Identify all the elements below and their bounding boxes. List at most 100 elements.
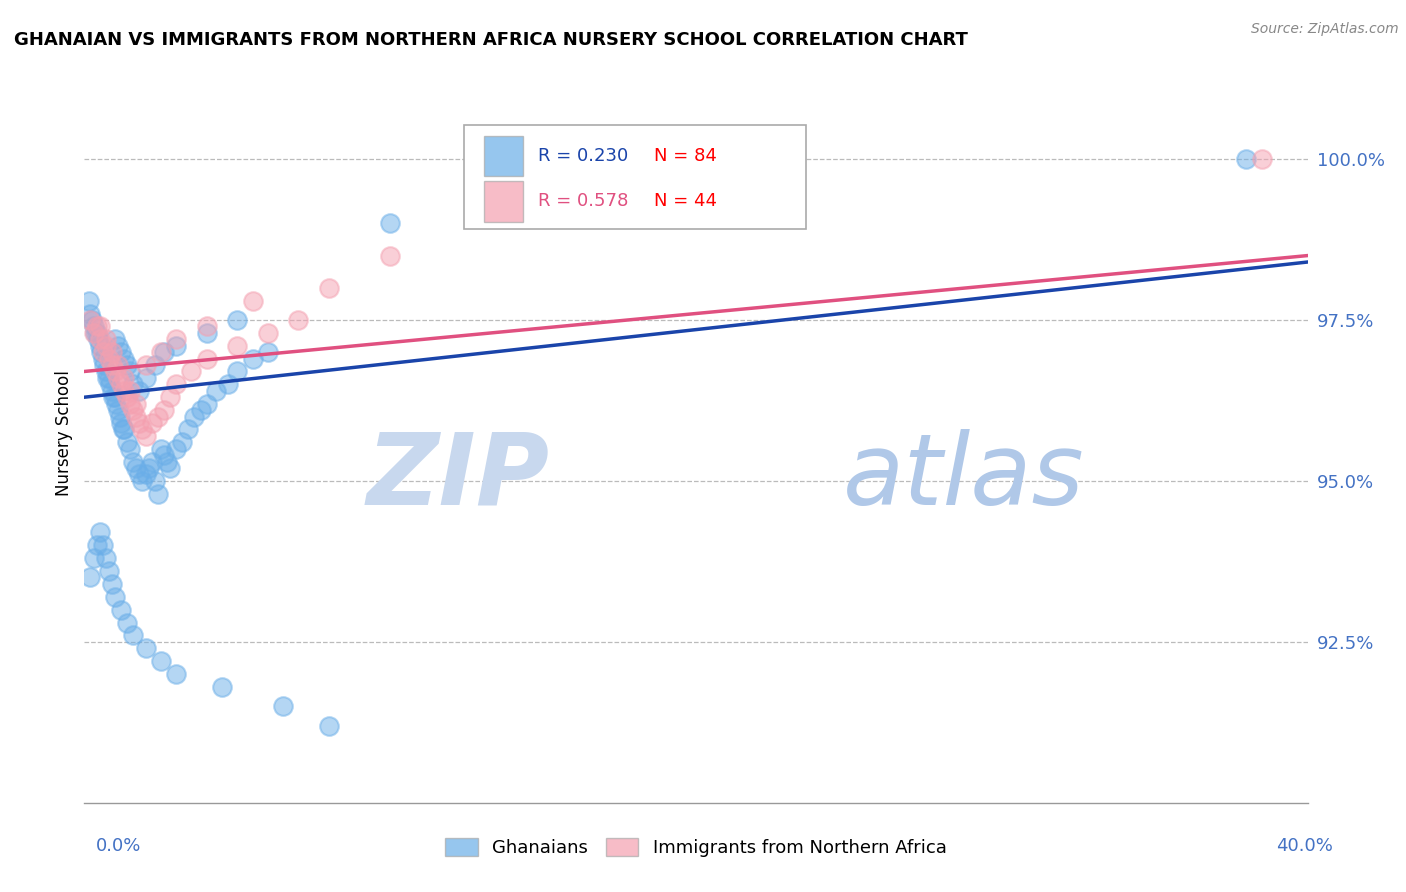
Point bbox=[165, 339, 187, 353]
Text: N = 44: N = 44 bbox=[654, 193, 717, 211]
Point bbox=[94, 551, 117, 566]
Point bbox=[153, 448, 176, 462]
Point bbox=[180, 364, 202, 378]
Point bbox=[104, 364, 127, 378]
Point bbox=[108, 409, 131, 424]
Point bbox=[177, 422, 200, 436]
Point bbox=[120, 442, 142, 456]
Point bbox=[101, 358, 124, 372]
Text: atlas: atlas bbox=[842, 428, 1084, 525]
Point bbox=[83, 319, 105, 334]
Point bbox=[141, 454, 163, 468]
Point bbox=[149, 345, 172, 359]
Text: 40.0%: 40.0% bbox=[1277, 837, 1333, 855]
Point bbox=[79, 313, 101, 327]
Point bbox=[115, 615, 138, 630]
Point bbox=[318, 718, 340, 732]
Point bbox=[1236, 152, 1258, 166]
Point bbox=[112, 371, 135, 385]
Point bbox=[122, 628, 145, 642]
Point bbox=[120, 384, 142, 398]
Point bbox=[195, 397, 218, 411]
Point bbox=[143, 358, 166, 372]
Point bbox=[271, 699, 294, 714]
Point bbox=[257, 326, 280, 340]
Point bbox=[112, 351, 135, 366]
Point bbox=[135, 429, 157, 443]
Point bbox=[107, 339, 129, 353]
Point bbox=[153, 403, 176, 417]
Point bbox=[104, 590, 127, 604]
Point bbox=[135, 467, 157, 482]
Point bbox=[190, 403, 212, 417]
Point bbox=[156, 454, 179, 468]
Point bbox=[380, 249, 402, 263]
Point bbox=[195, 351, 218, 366]
Point bbox=[79, 306, 101, 320]
Point bbox=[112, 422, 135, 436]
Point bbox=[195, 326, 218, 340]
Text: GHANAIAN VS IMMIGRANTS FROM NORTHERN AFRICA NURSERY SCHOOL CORRELATION CHART: GHANAIAN VS IMMIGRANTS FROM NORTHERN AFR… bbox=[14, 31, 967, 49]
FancyBboxPatch shape bbox=[464, 126, 806, 229]
Bar bbox=[484, 136, 523, 177]
Point bbox=[125, 397, 148, 411]
Point bbox=[318, 281, 340, 295]
Point bbox=[77, 293, 100, 308]
Point bbox=[91, 345, 114, 359]
Point bbox=[125, 461, 148, 475]
Point bbox=[128, 384, 150, 398]
Point bbox=[103, 390, 125, 404]
Point bbox=[107, 371, 129, 385]
Point bbox=[115, 358, 138, 372]
Point bbox=[242, 351, 264, 366]
Point bbox=[131, 474, 153, 488]
Point bbox=[159, 461, 181, 475]
Point bbox=[94, 364, 117, 378]
Legend: Ghanaians, Immigrants from Northern Africa: Ghanaians, Immigrants from Northern Afri… bbox=[437, 830, 955, 864]
Point bbox=[226, 339, 249, 353]
Point bbox=[122, 454, 145, 468]
Point bbox=[83, 551, 105, 566]
Bar bbox=[484, 181, 523, 221]
Point bbox=[111, 422, 134, 436]
Point bbox=[79, 570, 101, 584]
Point bbox=[135, 371, 157, 385]
Text: R = 0.230: R = 0.230 bbox=[538, 147, 628, 165]
Point bbox=[110, 416, 132, 430]
Point bbox=[110, 345, 132, 359]
Point bbox=[131, 422, 153, 436]
Point bbox=[138, 461, 160, 475]
Point bbox=[120, 364, 142, 378]
Point bbox=[159, 390, 181, 404]
Point bbox=[97, 564, 120, 578]
Text: N = 84: N = 84 bbox=[654, 147, 717, 165]
Point bbox=[226, 313, 249, 327]
Point bbox=[112, 384, 135, 398]
Point bbox=[146, 487, 169, 501]
Point bbox=[115, 390, 138, 404]
Point bbox=[135, 641, 157, 656]
Text: Source: ZipAtlas.com: Source: ZipAtlas.com bbox=[1251, 22, 1399, 37]
Point bbox=[98, 377, 121, 392]
Point bbox=[105, 397, 128, 411]
Point bbox=[110, 377, 132, 392]
Point bbox=[96, 371, 118, 385]
Point bbox=[165, 377, 187, 392]
Point bbox=[122, 403, 145, 417]
Text: R = 0.578: R = 0.578 bbox=[538, 193, 628, 211]
Point bbox=[84, 326, 107, 340]
Point bbox=[90, 345, 112, 359]
Point bbox=[107, 403, 129, 417]
Point bbox=[91, 351, 114, 366]
Point bbox=[165, 442, 187, 456]
Point bbox=[86, 319, 108, 334]
Point bbox=[110, 602, 132, 616]
Point bbox=[217, 377, 239, 392]
Point bbox=[93, 358, 115, 372]
Point bbox=[149, 654, 172, 668]
Point bbox=[183, 409, 205, 424]
Point bbox=[89, 319, 111, 334]
Point bbox=[115, 435, 138, 450]
Point bbox=[143, 474, 166, 488]
Point bbox=[94, 339, 117, 353]
